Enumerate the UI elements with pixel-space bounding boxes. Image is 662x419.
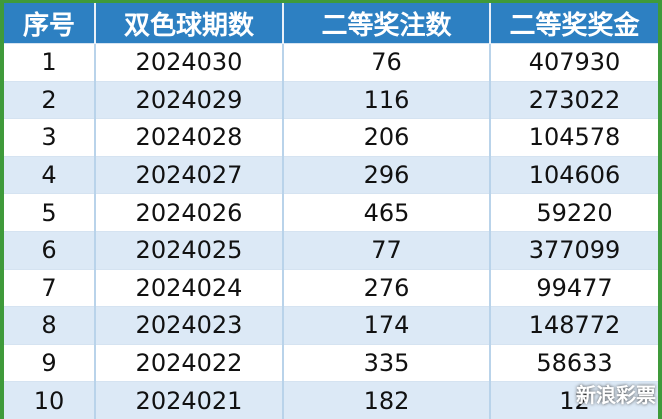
table-cell: 182 [283,381,491,419]
table-cell: 4 [4,155,96,194]
table-cell: 2024028 [95,118,284,157]
table-cell: 9 [4,343,96,382]
table-row: 9 2024022 335 58633 [4,343,658,382]
table-cell: 276 [283,268,491,307]
table-row: 10 2024021 182 12 [4,381,658,419]
table-cell: 2024025 [95,230,284,270]
table-container: 序号 双色球期数 二等奖注数 二等奖奖金 1 2024030 76 407930 2 20240… [4,3,658,419]
header-cell: 双色球期数 [95,3,284,44]
table-cell: 99477 [490,268,658,307]
table-row: 7 2024024 276 99477 [4,268,658,307]
table-cell: 2024026 [95,193,284,232]
table-row: 3 2024028 206 104578 [4,118,658,157]
table-cell: 377099 [490,230,658,270]
table: 序号 双色球期数 二等奖注数 二等奖奖金 1 2024030 76 407930 2 20240… [4,3,658,419]
table-cell: 2 [4,80,96,119]
table-body: 1 2024030 76 407930 2 2024029 116 273022 3 202402… [4,43,658,419]
table-cell: 76 [283,43,491,82]
table-row: 4 2024027 296 104606 [4,155,658,194]
table-cell: 10 [4,381,96,419]
table-cell: 2024022 [95,343,284,382]
table-cell: 104578 [490,118,658,157]
table-cell: 2024029 [95,80,284,119]
table-cell: 407930 [490,43,658,82]
watermark: 新浪彩票 [576,383,656,407]
table-cell: 7 [4,268,96,307]
header-row: 序号 双色球期数 二等奖注数 二等奖奖金 [4,3,658,44]
table-cell: 2024030 [95,43,284,82]
table-cell: 1 [4,43,96,82]
table-cell: 2024023 [95,306,284,345]
table-cell: 296 [283,155,491,194]
table-cell: 2024021 [95,381,284,419]
table-row: 8 2024023 174 148772 [4,306,658,345]
table-cell: 5 [4,193,96,232]
table-cell: 3 [4,118,96,157]
table-cell: 8 [4,306,96,345]
table-cell: 465 [283,193,491,232]
table-cell: 104606 [490,155,658,194]
table-cell: 58633 [490,343,658,382]
table-cell: 2024024 [95,268,284,307]
table-cell: 273022 [490,80,658,119]
table-cell: 206 [283,118,491,157]
table-cell: 174 [283,306,491,345]
header-cell: 序号 [4,3,96,44]
table-row: 6 2024025 77 377099 [4,230,658,270]
table-row: 1 2024030 76 407930 [4,43,658,82]
table-cell: 2024027 [95,155,284,194]
table-cell: 77 [283,230,491,270]
table-cell: 59220 [490,193,658,232]
header-cell: 二等奖注数 [283,3,491,44]
header-cell: 二等奖奖金 [490,3,658,44]
table-cell: 6 [4,230,96,270]
table-cell: 148772 [490,306,658,345]
table-cell: 335 [283,343,491,382]
table-cell: 116 [283,80,491,119]
table-row: 2 2024029 116 273022 [4,80,658,119]
table-row: 5 2024026 465 59220 [4,193,658,232]
